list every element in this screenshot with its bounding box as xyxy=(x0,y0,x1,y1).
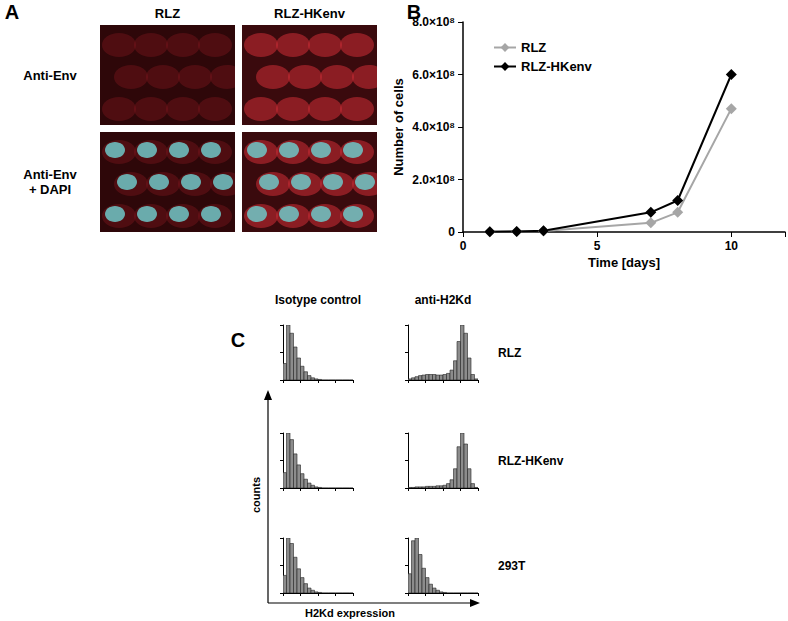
svg-text:Isotype control: Isotype control xyxy=(275,293,361,307)
svg-text:C: C xyxy=(231,329,245,351)
svg-text:0: 0 xyxy=(448,225,455,239)
svg-text:counts: counts xyxy=(250,477,262,513)
svg-text:B: B xyxy=(407,1,421,23)
svg-text:Number of cells: Number of cells xyxy=(391,78,406,176)
svg-text:Anti-Env: Anti-Env xyxy=(23,68,77,83)
svg-text:RLZ: RLZ xyxy=(155,6,180,21)
svg-text:10: 10 xyxy=(725,239,739,253)
svg-text:8.0×10⁸: 8.0×10⁸ xyxy=(412,15,455,29)
svg-text:2.0×10⁸: 2.0×10⁸ xyxy=(412,173,455,187)
svg-text:Anti-Env: Anti-Env xyxy=(23,167,77,182)
svg-text:0: 0 xyxy=(460,239,467,253)
svg-text:Time [days]: Time [days] xyxy=(588,255,660,270)
svg-text:+ DAPI: + DAPI xyxy=(29,182,71,197)
svg-text:RLZ-HKenv: RLZ-HKenv xyxy=(274,6,346,21)
svg-text:293T: 293T xyxy=(498,559,526,573)
svg-text:RLZ: RLZ xyxy=(521,40,546,55)
svg-text:RLZ: RLZ xyxy=(498,346,521,360)
svg-text:RLZ-HKenv: RLZ-HKenv xyxy=(521,59,593,74)
svg-text:4.0×10⁸: 4.0×10⁸ xyxy=(412,120,455,134)
svg-text:H2Kd expression: H2Kd expression xyxy=(305,607,395,619)
svg-text:5: 5 xyxy=(594,239,601,253)
svg-text:RLZ-HKenv: RLZ-HKenv xyxy=(498,454,564,468)
svg-text:6.0×10⁸: 6.0×10⁸ xyxy=(412,68,455,82)
svg-text:A: A xyxy=(5,1,19,23)
svg-text:anti-H2Kd: anti-H2Kd xyxy=(415,293,472,307)
